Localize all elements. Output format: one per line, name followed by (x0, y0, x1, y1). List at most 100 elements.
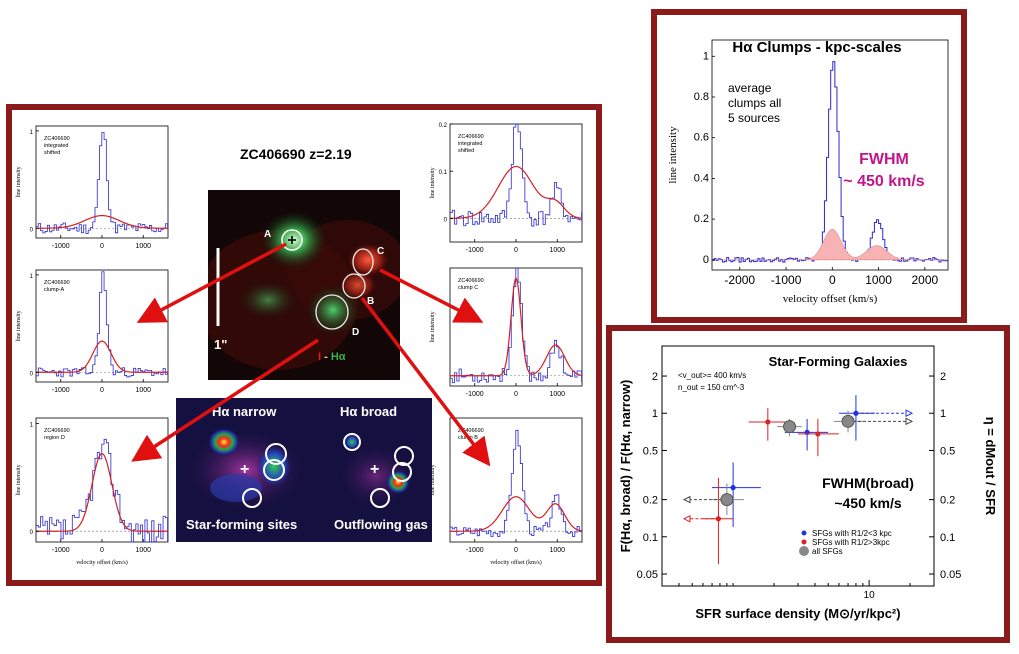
image-caption: I - Hα (318, 351, 346, 363)
y-tick-label-right: 1 (940, 408, 946, 420)
spectrum-label: clump C (458, 285, 478, 291)
x-tick-label: 1000 (135, 243, 151, 250)
x-tick-label: -1000 (466, 547, 484, 554)
svg-text:+: + (370, 461, 379, 478)
annotation-line: average (728, 81, 772, 95)
spectrum-line (36, 132, 168, 235)
clump-label-b: B (367, 296, 375, 307)
x-axis-label: velocity offset (km/s) (76, 559, 128, 566)
x-tick-label: 1000 (549, 247, 565, 254)
galaxy-image (208, 190, 400, 380)
y-tick-label: 0 (30, 530, 34, 536)
spectrum-label: integrated (458, 141, 482, 147)
chart-title: Star-Forming Galaxies (769, 354, 908, 369)
y-tick-label: 0 (444, 217, 448, 223)
model-fit-line (36, 452, 168, 532)
map-narrow-caption: Star-forming sites (186, 517, 298, 532)
top-right-frame (651, 9, 967, 323)
y-tick-label: 0.05 (637, 569, 658, 581)
y-tick-label: 0.2 (643, 495, 658, 507)
clump-label-c: C (377, 246, 385, 257)
x-tick-label: 0 (514, 247, 518, 254)
x-axis-label: SFR surface density (M⊙/yr/kpc²) (695, 606, 900, 621)
y-tick-label: 0 (30, 371, 34, 377)
model-fit-line (449, 165, 583, 219)
y-tick-label: 2 (652, 371, 658, 383)
model-fit-line (450, 277, 583, 377)
caption-sep: - (321, 351, 331, 363)
ratio-scatter-chart: 0.05 0.05 0.1 0.1 0.2 0.2 0.5 0.5 1 1 2 2 10 SFR surf… (618, 345, 998, 621)
fwhm-label: ~450 km/s (834, 495, 902, 511)
x-tick-label: 0 (100, 547, 104, 554)
fwhm-label: ~ 450 km/s (843, 173, 925, 190)
y-tick-label: 0.1 (439, 170, 448, 176)
y-tick-label: 1 (30, 130, 34, 136)
x-tick-label: 1000 (865, 273, 892, 287)
model-fit-line (450, 496, 583, 532)
spectrum-label: clump-A (44, 287, 65, 293)
data-point (841, 414, 855, 428)
spectrum-label: clump B (458, 435, 478, 441)
spectrum-label: ZC406690 (458, 428, 484, 434)
data-point (853, 410, 859, 416)
y-tick-label-right: 0.5 (940, 445, 955, 457)
legend-label: all SFGs (812, 547, 843, 556)
y-tick-label: 0.6 (694, 132, 709, 144)
spectrum-clump-a: -1000 0 1000 0 1 line intensity ZC406690clump-… (16, 269, 169, 394)
map-broad-title: Hα broad (340, 404, 398, 419)
y-axis-label: line intensity (16, 166, 22, 197)
spectrum-label: integrated (44, 143, 68, 149)
bottom-right-frame (606, 325, 1010, 643)
x-tick-label: 1000 (549, 391, 565, 398)
y-tick-label: 0 (703, 254, 709, 266)
plot-frame (661, 345, 935, 587)
y-tick-label-right: 2 (940, 371, 946, 383)
legend-label: SFGs with R1/2>3kpc (812, 538, 890, 547)
legend-marker (801, 539, 807, 545)
x-tick-label: 0 (514, 391, 518, 398)
spectrum-line (450, 123, 582, 227)
data-point (765, 419, 771, 425)
broad-component-fill (712, 228, 948, 261)
y-tick-label: 0.5 (643, 445, 658, 457)
x-tick-label: -1000 (466, 247, 484, 254)
data-point (720, 493, 734, 507)
fwhm-label: FWHM (859, 151, 909, 168)
y-axis-label: line intensity (16, 464, 22, 495)
y-axis-label-right: η = dMout / SFR (983, 417, 998, 516)
data-point (815, 431, 821, 437)
caption-ha: Hα (330, 351, 346, 363)
y-tick-label: 0.4 (694, 172, 709, 184)
spectrum-label: ZC406690 (458, 278, 484, 284)
spectrum-label: ZC406690 (44, 280, 70, 286)
annotation-line: clumps all (728, 96, 781, 110)
model-fit-line (35, 214, 169, 229)
fwhm-label: FWHM(broad) (822, 475, 914, 491)
y-tick-label: 1 (30, 422, 34, 428)
y-tick-label: 0.2 (439, 123, 448, 129)
x-tick-label: 1000 (135, 547, 151, 554)
y-tick-label-right: 0.05 (940, 569, 961, 581)
y-tick-label: 1 (30, 274, 34, 280)
legend-marker (799, 546, 809, 556)
annotation-line: 5 sources (728, 111, 780, 125)
clump-label-a: A (264, 229, 272, 240)
spectrum-clump-b: -1000 0 1000 line intensity velocity offset … (430, 417, 583, 566)
caption-i: I (318, 351, 322, 363)
limit-arrowhead (682, 495, 691, 504)
y-axis-label: line intensity (667, 126, 679, 184)
y-tick-label: 0 (30, 227, 34, 233)
legend-label: SFGs with R1/2<3 kpc (812, 529, 892, 538)
x-axis-label: velocity offset (km/s) (490, 559, 542, 566)
limit-arrowhead (682, 514, 691, 523)
plot-frame (711, 39, 949, 271)
spectrum-label: ZC406690 (44, 428, 70, 434)
note-line: <v_out>= 400 km/s (678, 371, 746, 380)
spectrum-label: region D (44, 435, 65, 441)
x-tick-label: -1000 (52, 243, 70, 250)
y-tick-label-right: 0.1 (940, 532, 955, 544)
data-point (715, 516, 722, 522)
svg-text:+: + (240, 461, 249, 478)
